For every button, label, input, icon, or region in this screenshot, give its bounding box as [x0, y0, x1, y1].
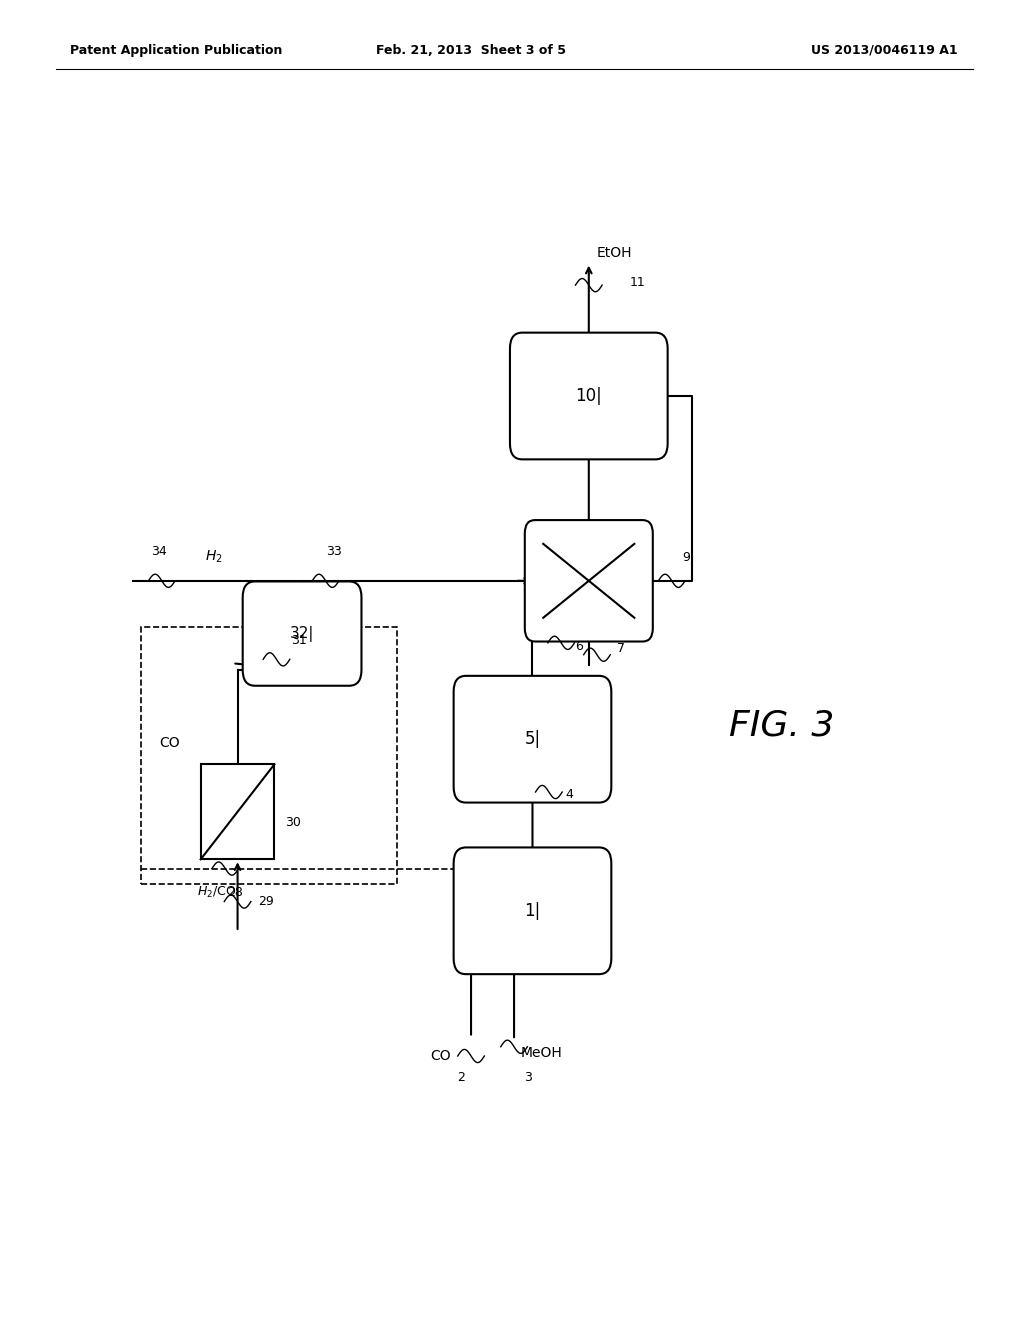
Text: EtOH: EtOH: [597, 247, 633, 260]
FancyBboxPatch shape: [454, 676, 611, 803]
Text: 1|: 1|: [524, 902, 541, 920]
Text: $H_2$: $H_2$: [205, 549, 222, 565]
Bar: [201, 764, 274, 859]
Text: 32|: 32|: [290, 626, 314, 642]
Text: 29: 29: [258, 895, 273, 908]
Text: FIG. 3: FIG. 3: [729, 709, 835, 743]
Text: MeOH: MeOH: [520, 1047, 562, 1060]
Bar: [141, 627, 397, 884]
FancyBboxPatch shape: [243, 581, 361, 686]
Text: 34: 34: [152, 545, 167, 558]
Text: Feb. 21, 2013  Sheet 3 of 5: Feb. 21, 2013 Sheet 3 of 5: [376, 44, 566, 57]
Text: 5|: 5|: [524, 730, 541, 748]
Text: 10|: 10|: [575, 387, 602, 405]
Text: 2: 2: [457, 1071, 465, 1084]
Text: Patent Application Publication: Patent Application Publication: [70, 44, 282, 57]
Text: 9: 9: [682, 550, 690, 564]
Text: 7: 7: [617, 642, 626, 655]
Text: $H_2$/CO: $H_2$/CO: [197, 884, 236, 900]
Text: 4: 4: [565, 788, 573, 801]
Text: 6: 6: [575, 640, 584, 653]
Text: 31: 31: [291, 635, 306, 647]
Text: 33: 33: [326, 545, 341, 558]
FancyBboxPatch shape: [524, 520, 653, 642]
Text: 28: 28: [227, 886, 244, 899]
FancyBboxPatch shape: [454, 847, 611, 974]
Text: CO: CO: [160, 735, 180, 750]
Text: US 2013/0046119 A1: US 2013/0046119 A1: [811, 44, 957, 57]
Text: 11: 11: [630, 276, 645, 289]
Text: 30: 30: [285, 816, 301, 829]
FancyBboxPatch shape: [510, 333, 668, 459]
Text: CO: CO: [430, 1049, 451, 1063]
Text: 3: 3: [524, 1071, 532, 1084]
